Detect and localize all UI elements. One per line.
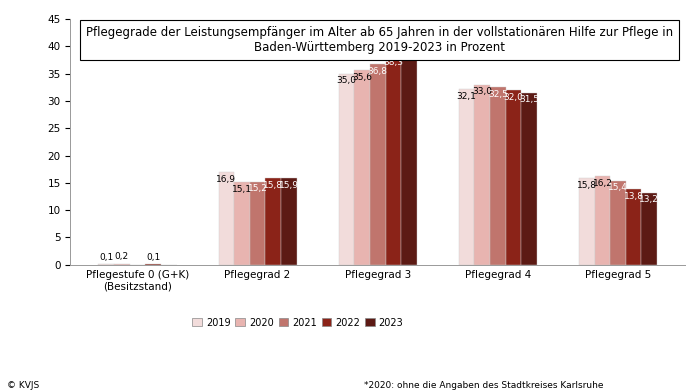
Bar: [114, 264, 130, 265]
Text: 32,5: 32,5: [488, 90, 508, 99]
Bar: [610, 181, 626, 265]
Text: 33,0: 33,0: [473, 87, 492, 96]
Text: 13,2: 13,2: [639, 195, 659, 204]
Bar: [281, 178, 297, 265]
Text: 32,1: 32,1: [456, 92, 477, 101]
Text: 32,0: 32,0: [503, 93, 524, 102]
Bar: [99, 264, 114, 265]
Bar: [370, 64, 386, 265]
Text: 15,2: 15,2: [248, 185, 267, 194]
Text: *2020: ohne die Angaben des Stadtkreises Karlsruhe: *2020: ohne die Angaben des Stadtkreises…: [364, 381, 603, 390]
Bar: [641, 192, 657, 265]
Bar: [218, 172, 235, 265]
Text: 15,9: 15,9: [279, 181, 299, 190]
Text: 31,5: 31,5: [519, 96, 539, 104]
Bar: [490, 87, 505, 265]
Text: 15,1: 15,1: [232, 185, 252, 194]
Text: 0,1: 0,1: [99, 253, 113, 262]
Text: 15,4: 15,4: [608, 183, 628, 192]
Bar: [579, 178, 594, 265]
Text: 36,8: 36,8: [368, 67, 388, 76]
Bar: [594, 176, 610, 265]
Text: 16,9: 16,9: [216, 175, 237, 184]
Text: Pflegegrade der Leistungsempfänger im Alter ab 65 Jahren in der vollstationären : Pflegegrade der Leistungsempfänger im Al…: [85, 26, 673, 54]
Bar: [626, 189, 641, 265]
Text: 0,1: 0,1: [146, 253, 160, 262]
Text: © KVJS: © KVJS: [7, 381, 39, 390]
Bar: [146, 264, 161, 265]
Bar: [458, 89, 475, 265]
Text: 38,3: 38,3: [384, 58, 403, 67]
Text: 16,2: 16,2: [592, 179, 612, 188]
Legend: 2019, 2020, 2021, 2022, 2023: 2019, 2020, 2021, 2022, 2023: [188, 314, 407, 332]
Bar: [339, 74, 354, 265]
Bar: [265, 178, 281, 265]
Bar: [401, 49, 416, 265]
Text: 35,0: 35,0: [337, 76, 356, 85]
Text: 0,2: 0,2: [115, 252, 129, 261]
Bar: [386, 56, 401, 265]
Bar: [475, 85, 490, 265]
Bar: [354, 70, 370, 265]
Text: 35,6: 35,6: [352, 73, 372, 82]
Bar: [522, 93, 537, 265]
Bar: [505, 90, 522, 265]
Text: 15,8: 15,8: [263, 181, 284, 190]
Text: 39,4: 39,4: [399, 52, 419, 61]
Text: 13,8: 13,8: [624, 192, 643, 201]
Text: 15,8: 15,8: [577, 181, 597, 190]
Bar: [250, 182, 265, 265]
Bar: [234, 182, 250, 265]
